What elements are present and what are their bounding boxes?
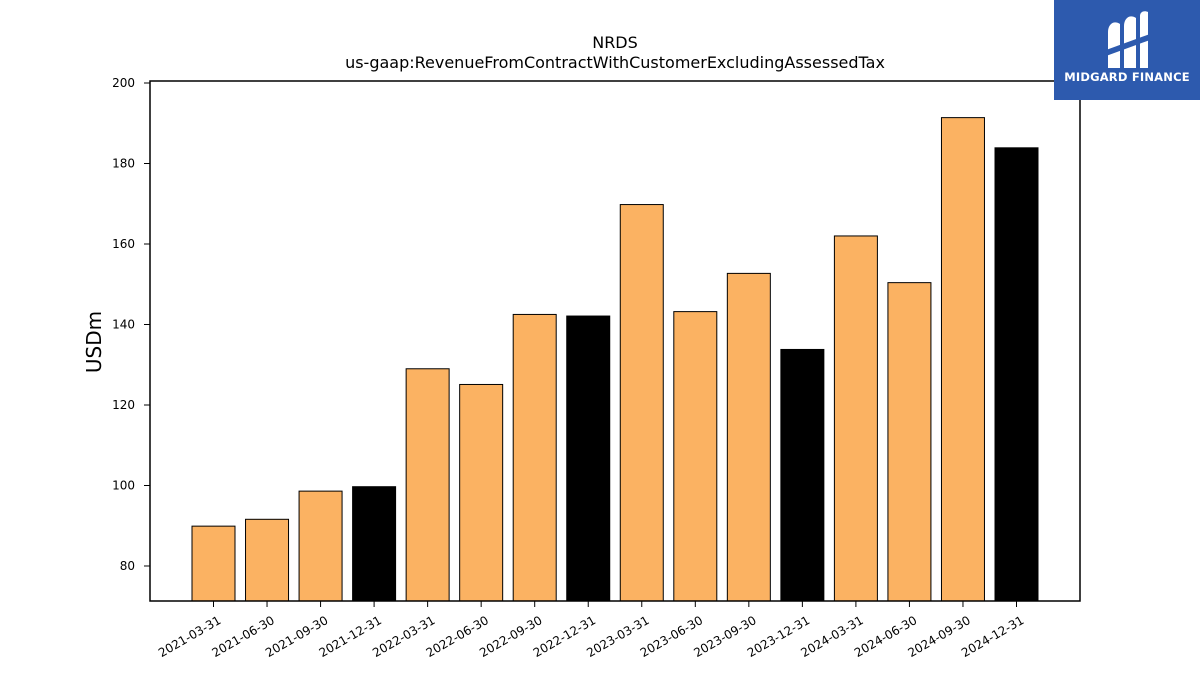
bar-2023-12-31: [780, 348, 825, 602]
logo-text: MIDGARD FINANCE: [1064, 70, 1190, 84]
bar-2023-06-30: [673, 311, 718, 602]
y-tick-label: 160: [112, 237, 135, 251]
y-tick-label: 120: [112, 398, 135, 412]
chart-subtitle: us-gaap:RevenueFromContractWithCustomerE…: [345, 53, 885, 72]
bar-2024-12-31: [994, 147, 1039, 602]
bar-2022-09-30: [512, 313, 557, 602]
bar-2021-09-30: [298, 490, 343, 602]
midgard-m-logo-icon: [1106, 11, 1150, 69]
y-axis-label: USDm: [82, 311, 106, 373]
bar-2023-09-30: [726, 272, 771, 602]
bar-2021-03-31: [191, 525, 236, 602]
bar-2022-12-31: [566, 315, 611, 602]
bar-2024-06-30: [887, 282, 932, 602]
chart-title: NRDS: [592, 33, 638, 52]
bars-group: [191, 117, 1039, 602]
bar-2022-03-31: [405, 368, 450, 602]
bar-2024-03-31: [833, 235, 878, 602]
bar-2022-06-30: [459, 383, 504, 602]
bar-2021-12-31: [352, 486, 397, 602]
y-tick-label: 200: [112, 76, 135, 90]
y-tick-label: 80: [120, 559, 135, 573]
bar-2024-09-30: [940, 117, 985, 602]
y-tick-label: 180: [112, 157, 135, 171]
x-axis-ticks: 2021-03-312021-06-302021-09-302021-12-31…: [156, 601, 1026, 660]
plot-area-frame: [149, 80, 1081, 602]
bar-2023-03-31: [619, 204, 664, 602]
midgard-finance-logo: MIDGARD FINANCE: [1054, 0, 1200, 100]
y-axis-ticks: 80 100 120 140 160 180 200: [112, 76, 150, 573]
y-tick-label: 140: [112, 317, 135, 331]
y-tick-label: 100: [112, 478, 135, 492]
bar-2021-06-30: [245, 518, 290, 602]
